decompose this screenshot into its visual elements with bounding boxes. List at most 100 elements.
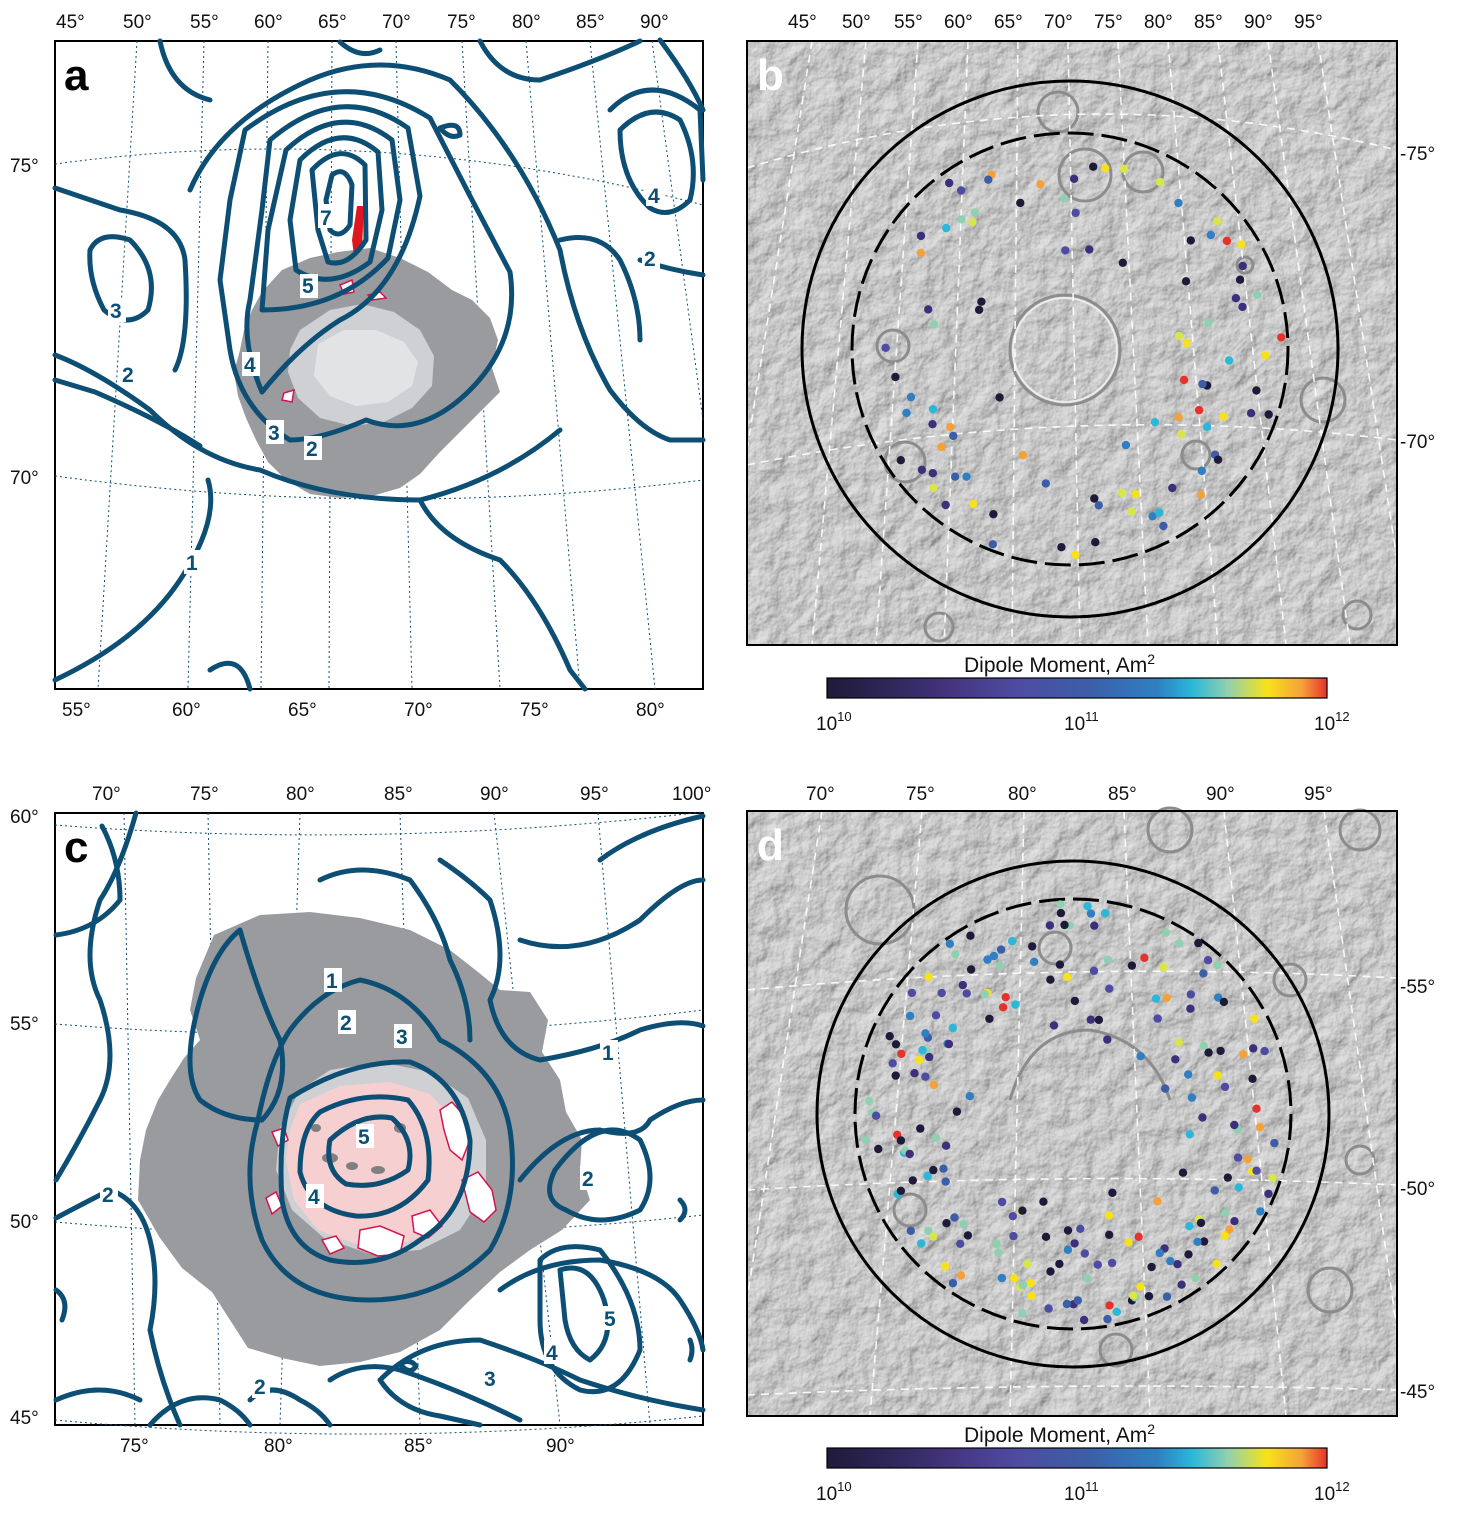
dipole-dot (1107, 1258, 1117, 1268)
dipole-dot (1198, 379, 1207, 389)
contour-label: 4 (648, 185, 660, 208)
dipole-dot (1161, 928, 1171, 937)
panel-b-inner-ring (850, 131, 1290, 567)
dipole-dot (1080, 1249, 1090, 1258)
dipole-dot (1117, 488, 1127, 498)
dipole-dot (1197, 466, 1207, 476)
tick-label: 55° (62, 700, 91, 721)
dipole-dot (968, 217, 977, 227)
contour-label: 4 (308, 1186, 320, 1209)
tick-label: 75° (10, 156, 39, 177)
dipole-dot (1220, 1082, 1230, 1092)
panel-a-contours (52, 37, 706, 692)
colorbar-tick: 1012 (1314, 709, 1350, 735)
panel-d-colorbar: Dipole Moment, Am2 1010 1011 1012 (816, 1421, 1350, 1505)
dipole-dot (921, 1029, 930, 1038)
dipole-dot (1224, 356, 1234, 365)
dipole-dot (917, 1239, 926, 1248)
panel-b-graticule (746, 40, 1398, 646)
dipole-dot (1213, 1071, 1223, 1080)
dipole-dot (1256, 1207, 1265, 1216)
panel-d-inner-ring (853, 897, 1293, 1331)
panel-c-pink-region (286, 1082, 468, 1244)
panel-b-outer-ring (800, 79, 1340, 619)
dipole-dot (983, 955, 992, 964)
dipole-dot (1210, 1186, 1220, 1195)
dipole-dot (1268, 1173, 1277, 1183)
dipole-dot (1062, 972, 1072, 982)
dipole-dot (941, 1141, 951, 1150)
dipole-dot (931, 1011, 941, 1020)
contour-label: 2 (122, 364, 134, 387)
dipole-dot (1105, 1230, 1114, 1240)
contour-label: 1 (186, 552, 198, 575)
dipole-dot (962, 472, 971, 481)
dipole-dot (1009, 1231, 1018, 1241)
dipole-dot (1252, 386, 1261, 395)
dipole-dot (1023, 1259, 1032, 1269)
dipole-dot (918, 1045, 927, 1055)
dipole-dot (1196, 1218, 1206, 1228)
panel-a-lighter-region (314, 330, 418, 406)
contour-label: 5 (604, 1308, 616, 1331)
dipole-dot (1055, 960, 1065, 969)
dipole-dot (1214, 993, 1223, 1002)
dipole-dot (1230, 1217, 1239, 1226)
dipole-dot (1174, 331, 1184, 341)
dipole-dot (949, 431, 958, 441)
panel-d-frame (746, 810, 1398, 1417)
dipole-dot (957, 215, 966, 224)
dipole-dot (1270, 1138, 1279, 1148)
dipole-dot (1136, 1052, 1145, 1061)
tick-label: 90° (1206, 784, 1235, 805)
panel-b-right-ticks: -75° -70° (1400, 144, 1435, 453)
dipole-dot (1134, 1232, 1143, 1242)
dipole-dot (962, 989, 971, 998)
tick-label: 100° (672, 784, 711, 805)
dipole-dot (956, 1271, 966, 1280)
colorbar-tick: 1011 (1064, 709, 1099, 735)
panel-a: 7 5 4 3 2 3 2 4 2 1 a 45° 50° 55° 60° 65… (10, 12, 706, 721)
tick-label: 85° (1194, 12, 1223, 33)
dipole-dot (1118, 258, 1128, 267)
dipole-dot (1082, 1274, 1092, 1283)
dipole-dot (1194, 405, 1204, 415)
dipole-dot (897, 1049, 906, 1059)
contour-label: 2 (644, 248, 656, 271)
dipole-dot (1219, 412, 1228, 421)
dipole-dot (1252, 1166, 1261, 1175)
tick-label: 75° (1094, 12, 1123, 33)
dipole-dot (940, 1262, 950, 1271)
tick-label: 90° (640, 12, 669, 33)
dipole-dot (984, 175, 993, 184)
panel-a-top-ticks: 45° 50° 55° 60° 65° 70° 75° 80° 85° 90° (56, 12, 669, 33)
dipole-dot (914, 1056, 924, 1065)
panel-b-colorbar: Dipole Moment, Am2 1010 1011 1012 (816, 651, 1350, 735)
dipole-dot (1187, 1093, 1197, 1102)
dipole-dot (1094, 1015, 1104, 1025)
dipole-dot (1277, 333, 1286, 342)
dipole-dot (881, 343, 890, 352)
dipole-dot (1233, 1153, 1243, 1162)
dipole-dot (916, 1124, 925, 1133)
dipole-dot (1150, 418, 1160, 427)
dipole-dot (1036, 180, 1045, 189)
dipole-dot (959, 1219, 968, 1229)
dipole-dot (1206, 230, 1216, 240)
tick-label: 65° (288, 700, 317, 721)
dipole-dot (1174, 413, 1183, 422)
tick-label: 50° (123, 12, 152, 33)
dipole-dot (1176, 430, 1186, 439)
dipole-dot (945, 939, 955, 948)
dipole-dot (1253, 290, 1262, 299)
panel-d-right-ticks: -55° -50° -45° (1400, 977, 1435, 1403)
dipole-dot (1220, 1231, 1230, 1240)
dipole-dot (1086, 1015, 1096, 1024)
dipole-dot (928, 420, 937, 429)
dipole-dot (1105, 984, 1114, 993)
dipole-dot (956, 186, 966, 195)
tick-label: 55° (190, 12, 219, 33)
dipole-dot (1103, 955, 1113, 964)
colorbar-tick: 1010 (816, 709, 852, 735)
